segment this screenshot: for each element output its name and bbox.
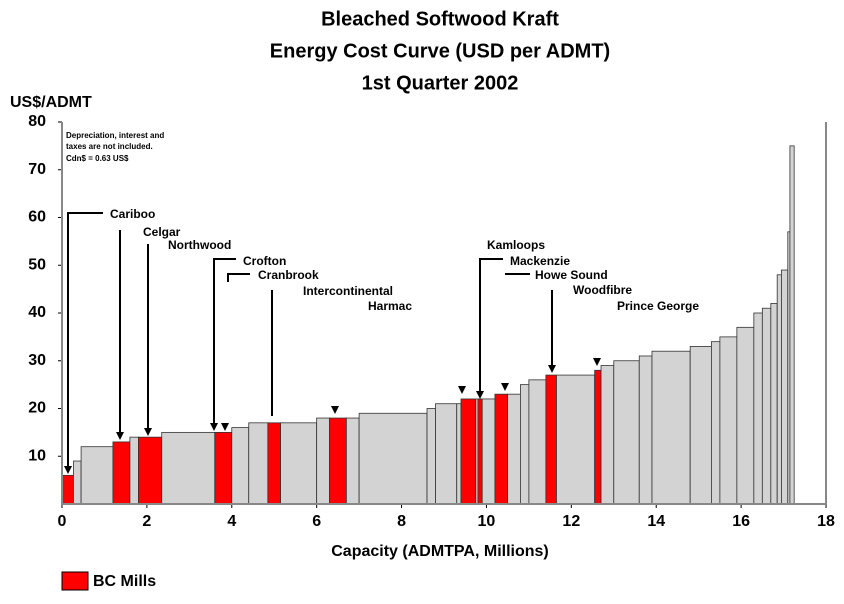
arrow-head [476, 391, 484, 399]
bar [61, 474, 74, 505]
bar [214, 431, 233, 505]
bar [736, 326, 755, 505]
leader-line [67, 212, 103, 466]
annotation: Prince George [617, 299, 699, 313]
chart-title: Energy Cost Curve (USD per ADMT) [270, 40, 610, 62]
bar [267, 422, 281, 505]
legend-swatch [61, 571, 89, 591]
x-tick-label: 0 [58, 513, 67, 530]
legend-label: BC Mills [93, 573, 156, 590]
bar [73, 460, 82, 505]
y-tick-label: 60 [28, 209, 46, 226]
bar [520, 384, 530, 505]
bar [477, 398, 483, 505]
annotation: Woodfibre [573, 283, 632, 297]
x-tick-label: 16 [732, 513, 750, 530]
bar [316, 417, 330, 505]
bar [280, 422, 318, 505]
bar [112, 441, 131, 505]
chart-title: Bleached Softwood Kraft [321, 8, 559, 30]
note: taxes are not included. [66, 142, 153, 151]
note: Depreciation, interest and [66, 131, 164, 140]
bar [761, 307, 772, 505]
leader-line [213, 258, 236, 424]
annotation: Cariboo [110, 207, 155, 221]
note: Cdn$ = 0.63 US$ [66, 154, 129, 163]
bar [638, 355, 653, 505]
bar [753, 312, 763, 505]
y-tick-label: 30 [28, 352, 46, 369]
bar [781, 269, 789, 505]
x-tick-label: 6 [312, 513, 321, 530]
arrow-head [221, 423, 229, 431]
y-tick-label: 40 [28, 304, 46, 321]
x-tick-label: 10 [478, 513, 496, 530]
bar [711, 341, 721, 505]
bar [613, 360, 640, 505]
bar [460, 398, 477, 505]
annotation: Crofton [243, 254, 286, 268]
arrow-head [501, 383, 509, 391]
arrow-head [593, 358, 601, 366]
annotation: Northwood [168, 238, 231, 252]
bar [600, 365, 615, 505]
annotation: Celgar [143, 225, 181, 239]
bar [507, 393, 521, 505]
bar [80, 446, 114, 505]
bar [776, 274, 782, 505]
bar [481, 398, 496, 505]
bar [129, 436, 139, 505]
bar [435, 403, 458, 505]
bar [456, 403, 462, 505]
bar [719, 336, 738, 505]
bar [556, 374, 596, 505]
annotation: Howe Sound [535, 268, 608, 282]
arrow-head [64, 466, 72, 474]
bar [345, 417, 360, 505]
annotation: Mackenzie [510, 254, 570, 268]
arrow-head [210, 423, 218, 431]
x-tick-label: 18 [817, 513, 835, 530]
x-tick-label: 12 [562, 513, 580, 530]
bar [328, 417, 347, 505]
x-tick-label: 14 [647, 513, 665, 530]
y-axis-label: US$/ADMT [10, 94, 92, 111]
x-tick-label: 8 [397, 513, 406, 530]
bar [426, 408, 436, 505]
annotation: Kamloops [487, 238, 545, 252]
bar [358, 412, 428, 505]
bar [231, 427, 250, 505]
bar [137, 436, 163, 505]
bar [594, 369, 602, 505]
arrow-head [116, 432, 124, 440]
bar [248, 422, 269, 505]
annotation: Harmac [368, 299, 412, 313]
arrow-head [144, 428, 152, 436]
bar [528, 379, 547, 505]
bar [161, 431, 216, 505]
annotation: Intercontinental [303, 284, 393, 298]
y-tick-label: 20 [28, 400, 46, 417]
arrow-head [548, 365, 556, 373]
y-tick-label: 70 [28, 161, 46, 178]
arrow-head [458, 386, 466, 394]
bar [494, 393, 509, 505]
chart-title: 1st Quarter 2002 [362, 72, 519, 94]
arrow-head [331, 406, 339, 414]
x-tick-label: 2 [142, 513, 151, 530]
bar [789, 145, 795, 505]
x-axis-label: Capacity (ADMTPA, Millions) [331, 543, 549, 560]
bar [651, 350, 691, 505]
leader-line [479, 258, 503, 392]
bar [770, 303, 778, 505]
y-tick-label: 50 [28, 256, 46, 273]
bar [689, 346, 712, 505]
bar [545, 374, 557, 505]
leader-line [227, 273, 250, 282]
x-tick-label: 4 [227, 513, 236, 530]
annotation: Cranbrook [258, 268, 319, 282]
y-tick-label: 10 [28, 447, 46, 464]
y-tick-label: 80 [28, 113, 46, 130]
